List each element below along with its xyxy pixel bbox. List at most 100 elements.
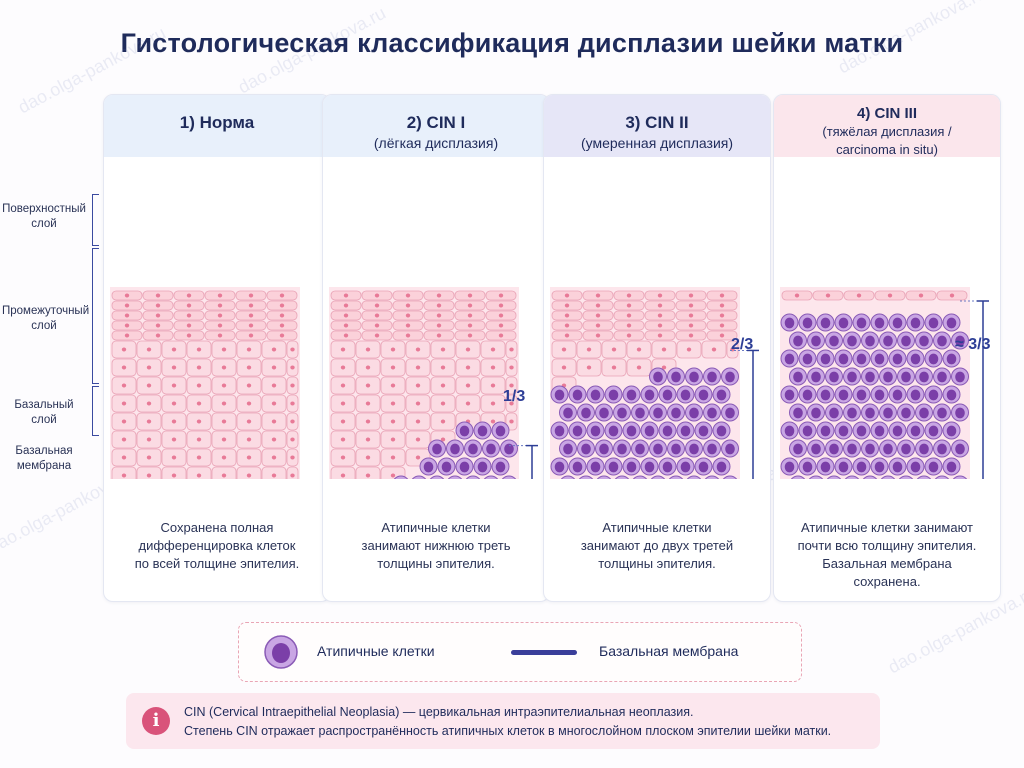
atypical-nucleus [441, 461, 452, 473]
nucleus [124, 333, 130, 338]
atypical-cell [650, 475, 666, 479]
nucleus [365, 401, 371, 406]
atypical-cell [826, 475, 842, 479]
nucleus [196, 419, 202, 424]
stage-subtitle: (лёгкая дисплазия) [373, 135, 499, 151]
nucleus [171, 383, 177, 388]
atypical-nucleus [802, 353, 813, 365]
nucleus [405, 303, 411, 308]
atypical-nucleus [829, 335, 839, 347]
nucleus [490, 419, 496, 424]
stage-card-normal: 1) Норма Сохранена полная дифференцировка… [103, 94, 331, 602]
nucleus [271, 401, 277, 406]
atypical-nucleus [689, 443, 699, 455]
nucleus [221, 347, 227, 352]
nucleus [343, 333, 349, 338]
nucleus [279, 333, 285, 338]
atypical-cell [704, 475, 720, 479]
nucleus [365, 473, 371, 478]
atypical-nucleus [856, 317, 867, 329]
nucleus [196, 455, 202, 460]
nucleus [436, 303, 442, 308]
nucleus [688, 303, 694, 308]
nucleus [121, 437, 127, 442]
atypical-nucleus [937, 407, 947, 419]
nucleus [564, 323, 570, 328]
nucleus [405, 313, 411, 318]
atypical-nucleus [847, 407, 857, 419]
nucleus [661, 365, 667, 370]
nucleus [415, 419, 421, 424]
nucleus [688, 293, 694, 298]
atypical-nucleus [874, 461, 885, 473]
atypical-nucleus [856, 389, 867, 401]
nucleus [595, 313, 601, 318]
atypical-nucleus [955, 443, 965, 455]
nucleus [248, 333, 254, 338]
atypical-nucleus [644, 389, 655, 401]
nucleus [155, 313, 161, 318]
atypical-nucleus [928, 317, 939, 329]
nucleus [365, 383, 371, 388]
nucleus [121, 347, 127, 352]
atypical-nucleus [901, 407, 911, 419]
nucleus [467, 303, 473, 308]
atypical-nucleus [671, 443, 681, 455]
atypical-nucleus [608, 425, 619, 437]
nucleus [217, 293, 223, 298]
atypical-nucleus [838, 353, 849, 365]
nucleus [340, 437, 346, 442]
nucleus [340, 455, 346, 460]
nucleus [246, 473, 252, 478]
nucleus [290, 473, 295, 478]
atypical-cell [465, 475, 481, 479]
nucleus [390, 383, 396, 388]
nucleus [365, 455, 371, 460]
nucleus [436, 313, 442, 318]
nucleus [221, 383, 227, 388]
nucleus [586, 347, 592, 352]
nucleus [949, 293, 955, 298]
nucleus [171, 347, 177, 352]
nucleus [498, 323, 504, 328]
atypical-nucleus [626, 389, 637, 401]
nucleus [186, 313, 192, 318]
normal-cell [211, 466, 237, 479]
atypical-nucleus [477, 425, 488, 437]
atypical-nucleus [784, 425, 795, 437]
atypical-nucleus [856, 425, 867, 437]
atypical-nucleus [554, 425, 565, 437]
atypical-nucleus [459, 461, 470, 473]
nucleus [440, 437, 446, 442]
stage-description: Атипичные клетки занимают до двух третей т… [580, 520, 734, 571]
atypical-nucleus [901, 371, 911, 383]
nucleus [564, 293, 570, 298]
nucleus [290, 383, 295, 388]
normal-cell [330, 466, 356, 479]
nucleus [171, 419, 177, 424]
nucleus [155, 303, 161, 308]
nucleus [390, 365, 396, 370]
nucleus [490, 383, 496, 388]
atypical-nucleus [937, 371, 947, 383]
ratio-label-cin3: ≈ 3/3 [955, 336, 991, 353]
atypical-nucleus [662, 425, 673, 437]
atypical-nucleus [725, 407, 735, 419]
nucleus [657, 313, 663, 318]
nucleus [221, 437, 227, 442]
nucleus [657, 323, 663, 328]
legend-atypical-label: Атипичные клетки [317, 643, 435, 659]
nucleus [374, 303, 380, 308]
atypical-nucleus [707, 443, 717, 455]
atypical-nucleus [432, 443, 442, 455]
nucleus [124, 293, 130, 298]
atypical-nucleus [635, 443, 645, 455]
stage-title: 3) CIN II [625, 113, 689, 132]
atypical-nucleus [698, 425, 709, 437]
atypical-nucleus [901, 443, 911, 455]
nucleus [246, 401, 252, 406]
atypical-nucleus [874, 317, 885, 329]
stage-header: 4) CIN III (тяжёлая дисплазия / carcinom… [774, 95, 1000, 157]
stage-header: 2) CIN I (лёгкая дисплазия) [323, 95, 549, 157]
nucleus [290, 401, 295, 406]
